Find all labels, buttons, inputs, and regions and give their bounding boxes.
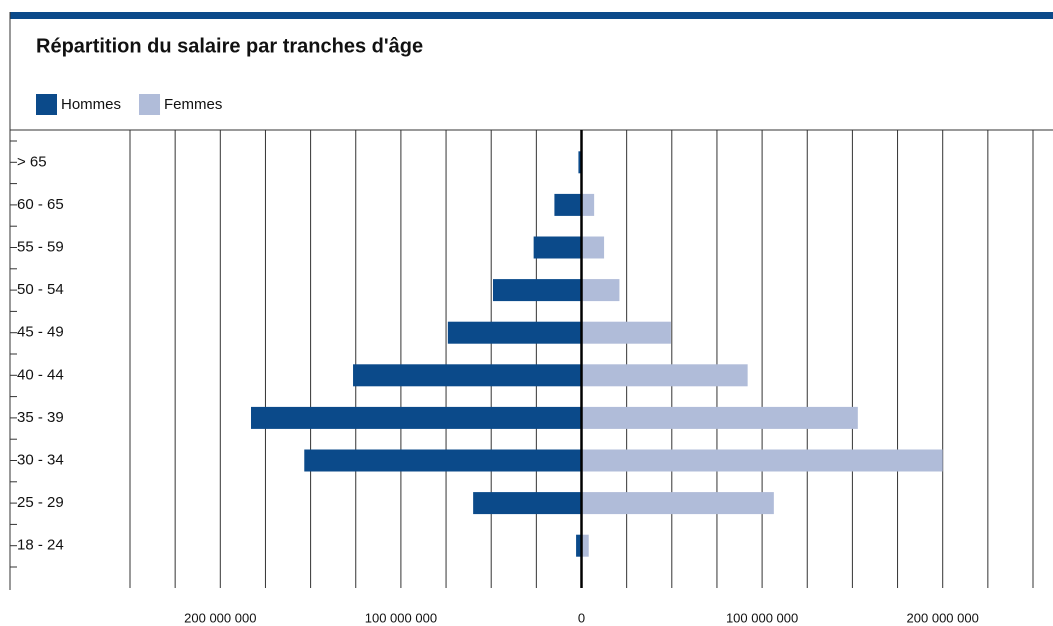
bar <box>581 449 943 472</box>
legend-label: Hommes <box>61 96 121 113</box>
x-tick-label: 100 000 000 <box>726 610 798 625</box>
bar <box>581 406 858 429</box>
legend-label: Femmes <box>164 96 222 113</box>
legend-swatch <box>36 94 57 115</box>
bar <box>533 236 582 259</box>
bar <box>554 193 582 216</box>
bar <box>581 534 589 557</box>
bar <box>578 151 582 174</box>
y-tick-label: 40 - 44 <box>17 366 64 383</box>
x-tick-label: 0 <box>578 610 585 625</box>
x-tick-label: 200 000 000 <box>907 610 979 625</box>
bar <box>581 193 595 216</box>
y-tick-label: 25 - 29 <box>17 494 64 511</box>
y-tick-label: > 65 <box>17 153 47 170</box>
bar <box>581 321 671 344</box>
y-tick-label: 45 - 49 <box>17 324 64 341</box>
legend-swatch <box>139 94 161 115</box>
y-tick-label: 35 - 39 <box>17 409 64 426</box>
chart-title: Répartition du salaire par tranches d'âg… <box>36 35 423 57</box>
y-tick-label: 50 - 54 <box>17 281 64 298</box>
y-tick-label: 55 - 59 <box>17 238 64 255</box>
bar <box>581 279 620 302</box>
y-tick-label: 60 - 65 <box>17 196 64 213</box>
bar <box>576 534 582 557</box>
bar <box>304 449 582 472</box>
bar <box>581 492 774 515</box>
x-tick-label: 100 000 000 <box>365 610 437 625</box>
x-tick-label: 200 000 000 <box>184 610 256 625</box>
bar <box>473 492 582 515</box>
y-tick-label: 30 - 34 <box>17 451 64 468</box>
bar <box>251 406 582 429</box>
bar <box>447 321 582 344</box>
top-band <box>10 12 1053 19</box>
bar <box>581 364 748 387</box>
bar <box>493 279 582 302</box>
y-tick-label: 18 - 24 <box>17 537 64 554</box>
bar <box>581 236 605 259</box>
bar <box>353 364 582 387</box>
